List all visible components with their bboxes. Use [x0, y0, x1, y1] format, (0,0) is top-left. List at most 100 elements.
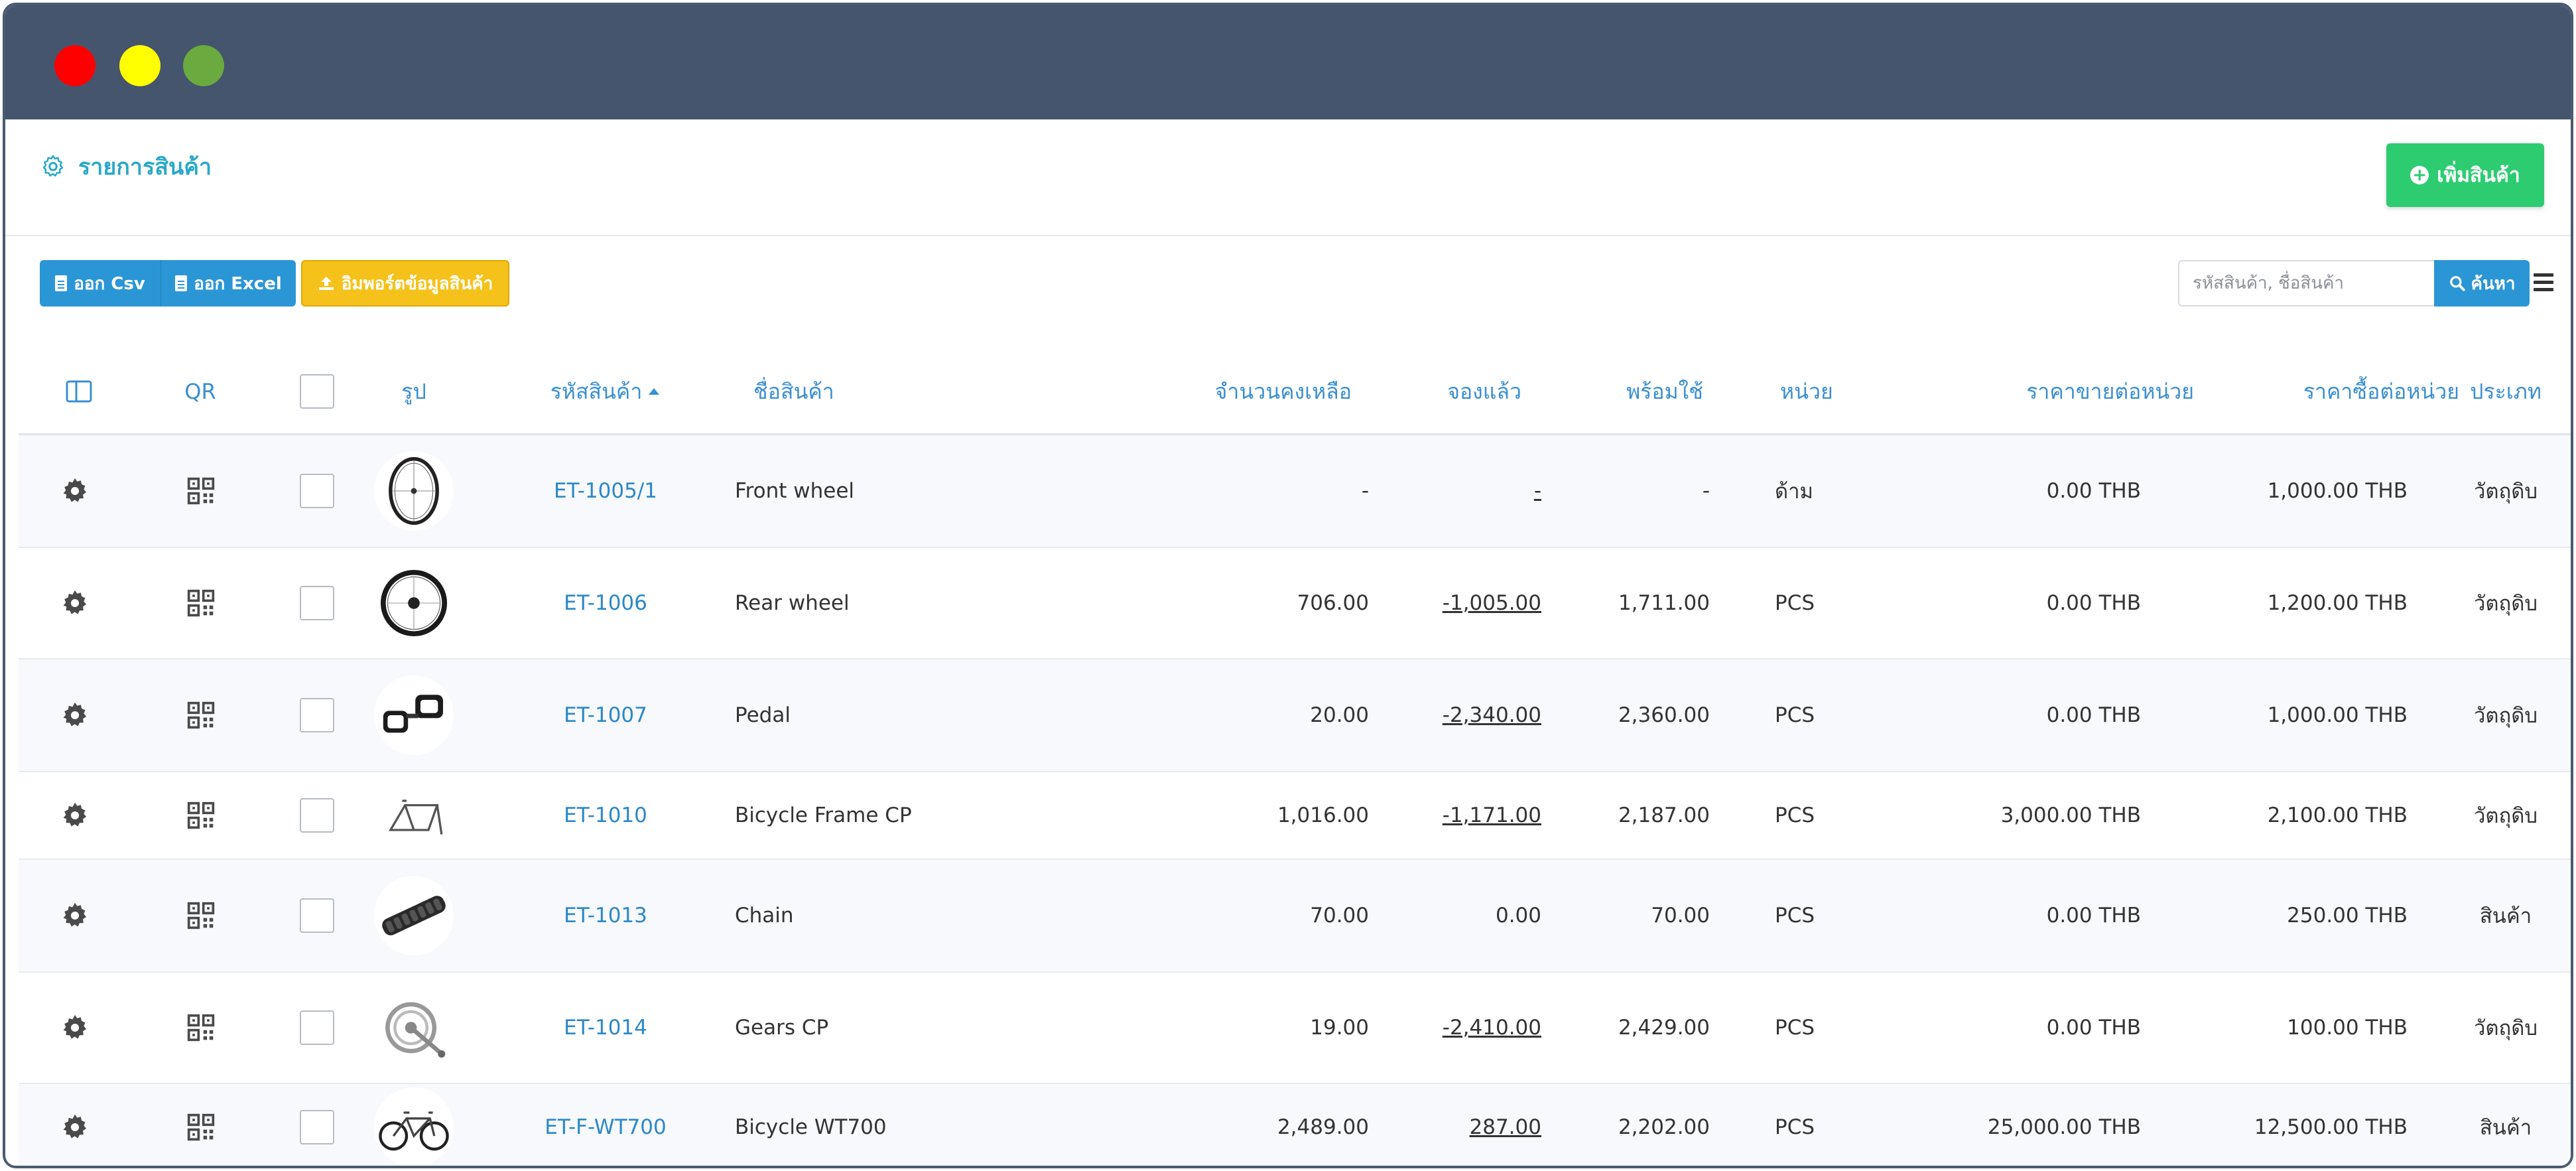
unit-value: PCS	[1775, 904, 1815, 928]
qr-code-icon[interactable]	[186, 1113, 216, 1142]
search-button[interactable]: ค้นหา	[2434, 260, 2530, 307]
row-checkbox[interactable]	[300, 898, 334, 933]
export-csv-button[interactable]: ออก Csv	[40, 260, 161, 307]
row-checkbox[interactable]	[300, 1110, 334, 1144]
page-title-text: รายการสินค้า	[78, 154, 212, 180]
buy-price-value: 100.00 THB	[2287, 1016, 2408, 1040]
table-row[interactable]: ET-1010 Bicycle Frame CP 1,016.00 -1,171…	[19, 772, 2571, 860]
product-code-link[interactable]: ET-1005/1	[554, 479, 657, 503]
export-csv-label: ออก Csv	[74, 273, 145, 294]
product-code-link[interactable]: ET-1014	[564, 1016, 647, 1040]
gear-icon[interactable]	[60, 901, 90, 930]
gear-icon[interactable]	[60, 476, 90, 506]
gear-outline-icon	[42, 155, 64, 177]
sell-price-value: 0.00 THB	[2046, 703, 2141, 727]
reserved-link[interactable]: -2,410.00	[1442, 1016, 1541, 1040]
column-header-name: ชื่อสินค้า	[753, 378, 834, 404]
buy-price-value: 2,100.00 THB	[2267, 803, 2408, 827]
stock-value: 20.00	[1310, 703, 1369, 727]
product-name: Chain	[735, 904, 794, 928]
reserved-link[interactable]: -1,171.00	[1442, 803, 1541, 827]
row-checkbox[interactable]	[300, 798, 334, 833]
export-excel-button[interactable]: ออก Excel	[161, 260, 296, 307]
close-window-button[interactable]	[54, 45, 96, 86]
row-checkbox[interactable]	[300, 474, 334, 508]
select-all-checkbox[interactable]	[300, 374, 334, 409]
column-header-image: รูป	[401, 378, 426, 404]
type-value: วัตถุดิบ	[2473, 592, 2538, 616]
plus-circle-icon: +	[2410, 166, 2429, 184]
qr-code-icon[interactable]	[186, 1013, 216, 1042]
column-header-sell-price: ราคาขายต่อหน่วย	[2026, 378, 2194, 404]
table-row[interactable]: ET-1005/1 Front wheel - - - ด้าม 0.00 TH…	[19, 435, 2571, 548]
table-row[interactable]: ET-F-WT700 Bicycle WT700 2,489.00 287.00…	[19, 1084, 2571, 1166]
qr-code-icon[interactable]	[186, 801, 216, 830]
gear-icon[interactable]	[60, 701, 90, 730]
product-code-link[interactable]: ET-1013	[564, 904, 647, 928]
import-products-label: อิมพอร์ตข้อมูลสินค้า	[341, 273, 493, 294]
import-products-button[interactable]: อิมพอร์ตข้อมูลสินค้า	[301, 260, 509, 307]
hamburger-menu-icon[interactable]	[2534, 273, 2553, 292]
row-checkbox[interactable]	[300, 1010, 334, 1045]
stock-value: 19.00	[1310, 1016, 1369, 1040]
search-input[interactable]	[2178, 260, 2435, 307]
reserved-link[interactable]: -	[1533, 479, 1541, 503]
buy-price-value: 1,000.00 THB	[2267, 703, 2408, 727]
gear-icon[interactable]	[60, 1113, 90, 1142]
product-image	[374, 675, 454, 755]
search-icon	[2449, 276, 2465, 291]
app-window: รายการสินค้า + เพิ่มสินค้า ออก Csv ออก E…	[3, 3, 2573, 1168]
gear-icon[interactable]	[60, 801, 90, 830]
gear-icon[interactable]	[60, 1013, 90, 1042]
row-checkbox[interactable]	[300, 586, 334, 620]
unit-value: ด้าม	[1775, 480, 1813, 504]
table-row[interactable]: ET-1014 Gears CP 19.00 -2,410.00 2,429.0…	[19, 973, 2571, 1084]
reserved-value: 0.00	[1495, 904, 1541, 928]
select-all-cell	[290, 348, 344, 435]
type-value: สินค้า	[2479, 904, 2532, 928]
table-row[interactable]: ET-1006 Rear wheel 706.00 -1,005.00 1,71…	[19, 548, 2571, 659]
buy-price-value: 1,200.00 THB	[2267, 591, 2408, 615]
product-name: Bicycle Frame CP	[735, 803, 912, 827]
export-excel-label: ออก Excel	[194, 273, 282, 294]
row-checkbox[interactable]	[300, 698, 334, 732]
column-header-code[interactable]: รหัสสินค้า	[523, 348, 688, 435]
buy-price-value: 1,000.00 THB	[2267, 479, 2408, 503]
columns-icon[interactable]	[58, 348, 99, 435]
table-row[interactable]: ET-1013 Chain 70.00 0.00 70.00 PCS 0.00 …	[19, 860, 2571, 973]
type-value: วัตถุดิบ	[2473, 804, 2538, 828]
reserved-link[interactable]: -1,005.00	[1442, 591, 1541, 615]
reserved-link[interactable]: -2,340.00	[1442, 703, 1541, 727]
qr-code-icon[interactable]	[186, 901, 216, 930]
gear-icon[interactable]	[60, 588, 90, 618]
product-code-link[interactable]: ET-1010	[564, 803, 647, 827]
sell-price-value: 0.00 THB	[2046, 479, 2141, 503]
type-value: สินค้า	[2479, 1116, 2532, 1140]
qr-code-icon[interactable]	[186, 476, 216, 506]
available-value: 2,202.00	[1618, 1115, 1710, 1139]
unit-value: PCS	[1775, 703, 1815, 727]
unit-value: PCS	[1775, 1115, 1815, 1139]
unit-value: PCS	[1775, 803, 1815, 827]
buy-price-value: 250.00 THB	[2287, 904, 2408, 928]
stock-value: 706.00	[1297, 591, 1369, 615]
product-code-link[interactable]: ET-1006	[564, 591, 647, 615]
minimize-window-button[interactable]	[119, 45, 161, 86]
available-value: -	[1702, 479, 1710, 503]
search-button-label: ค้นหา	[2471, 273, 2516, 294]
maximize-window-button[interactable]	[183, 45, 224, 86]
product-code-link[interactable]: ET-1007	[564, 703, 647, 727]
column-header-unit: หน่วย	[1780, 378, 1833, 404]
upload-icon	[318, 277, 334, 290]
product-code-link[interactable]: ET-F-WT700	[545, 1115, 667, 1139]
unit-value: PCS	[1775, 1016, 1815, 1040]
qr-code-icon[interactable]	[186, 588, 216, 618]
add-product-button[interactable]: + เพิ่มสินค้า	[2386, 143, 2544, 207]
product-image	[374, 563, 454, 643]
sell-price-value: 0.00 THB	[2046, 904, 2141, 928]
available-value: 70.00	[1651, 904, 1710, 928]
reserved-link[interactable]: 287.00	[1469, 1115, 1541, 1139]
table-row[interactable]: ET-1007 Pedal 20.00 -2,340.00 2,360.00 P…	[19, 659, 2571, 772]
qr-code-icon[interactable]	[186, 701, 216, 730]
product-name: Pedal	[735, 703, 791, 727]
